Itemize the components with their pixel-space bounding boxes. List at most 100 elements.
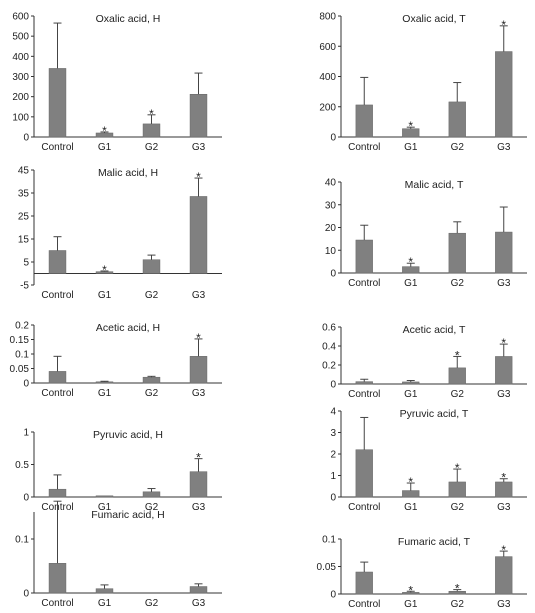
bar xyxy=(495,556,513,595)
bar xyxy=(48,371,67,384)
chart-title: Acetic acid, T xyxy=(403,324,466,336)
chart-panel: 0 10 20 30 40 Control * G1 G2 G3 Malic acid, T xyxy=(325,178,527,289)
chart-panel: 0 1 2 3 4 Control * G1 * G2 * G3 Pyruvic acid, T xyxy=(330,407,527,513)
x-tick-label: G1 xyxy=(404,502,418,513)
y-tick-label: 400 xyxy=(12,52,29,63)
x-tick-label: G1 xyxy=(98,290,112,301)
x-tick-label: G2 xyxy=(451,389,465,400)
y-tick-label: 600 xyxy=(319,42,336,53)
y-tick-label: 30 xyxy=(325,200,337,211)
x-tick-label: G3 xyxy=(497,278,511,289)
y-tick-label: 0 xyxy=(23,589,29,600)
bar xyxy=(142,376,161,384)
y-tick-label: 5 xyxy=(23,258,29,269)
x-tick-label: Control xyxy=(41,598,73,609)
y-tick-label: 500 xyxy=(12,32,29,43)
significance-marker: * xyxy=(196,331,201,345)
bar xyxy=(142,259,161,274)
x-tick-label: G1 xyxy=(98,598,112,609)
bar xyxy=(355,571,373,595)
bar xyxy=(48,250,67,274)
chart-title: Oxalic acid, T xyxy=(402,13,466,25)
x-tick-label: G3 xyxy=(497,502,511,513)
y-tick-label: 200 xyxy=(319,102,336,113)
y-tick-label: 0.05 xyxy=(10,364,30,375)
x-tick-label: G3 xyxy=(192,388,206,399)
bar xyxy=(189,196,208,274)
bar xyxy=(448,101,466,138)
x-tick-label: G1 xyxy=(98,502,112,513)
y-tick-label: 100 xyxy=(12,112,29,123)
x-tick-label: G3 xyxy=(192,142,206,153)
y-tick-label: 15 xyxy=(18,235,30,246)
x-tick-label: Control xyxy=(41,142,73,153)
significance-marker: * xyxy=(501,18,506,32)
y-tick-label: 200 xyxy=(12,92,29,103)
x-tick-label: G3 xyxy=(497,389,511,400)
x-tick-label: G1 xyxy=(404,278,418,289)
x-tick-label: Control xyxy=(348,502,380,513)
significance-marker: * xyxy=(408,255,413,269)
bar xyxy=(189,93,208,138)
significance-marker: * xyxy=(455,348,460,362)
bar xyxy=(48,563,67,594)
y-tick-label: 0.1 xyxy=(322,535,336,546)
x-tick-label: G3 xyxy=(497,142,511,153)
y-tick-label: 0.15 xyxy=(10,335,30,346)
x-tick-label: Control xyxy=(41,388,73,399)
chart-title: Oxalic acid, H xyxy=(96,13,161,25)
significance-marker: * xyxy=(149,107,154,121)
significance-marker: * xyxy=(501,471,506,485)
significance-marker: * xyxy=(196,170,201,184)
chart-title: Pyruvic acid, T xyxy=(400,408,469,420)
y-tick-label: 0.1 xyxy=(15,350,29,361)
bar xyxy=(95,381,114,384)
y-tick-label: 0.6 xyxy=(322,323,336,334)
y-tick-label: 35 xyxy=(18,189,30,200)
chart-panel: -5 5 15 25 35 45 Control * G1 G2 * G3 Malic acid, H xyxy=(18,166,222,301)
bar xyxy=(48,68,67,138)
y-tick-label: 800 xyxy=(319,12,336,23)
y-tick-label: 600 xyxy=(12,12,29,23)
y-tick-label: 2 xyxy=(330,450,336,461)
y-tick-label: 0.2 xyxy=(15,321,29,332)
y-tick-label: 4 xyxy=(330,407,336,418)
bar xyxy=(95,495,114,498)
chart-panel: 0 0.1 Control G1 G2 G3 Fumaric acid, H xyxy=(15,500,222,609)
y-tick-label: 0 xyxy=(330,590,336,601)
significance-marker: * xyxy=(408,475,413,489)
bar xyxy=(355,381,373,385)
y-tick-label: 300 xyxy=(12,72,29,83)
bar xyxy=(355,104,373,138)
x-tick-label: Control xyxy=(41,290,73,301)
significance-marker: * xyxy=(455,582,460,596)
y-tick-label: 0.5 xyxy=(15,460,29,471)
bar xyxy=(189,586,208,594)
chart-title: Fumaric acid, T xyxy=(398,536,471,548)
y-tick-label: 0.1 xyxy=(15,535,29,546)
x-tick-label: G2 xyxy=(145,290,159,301)
chart-title: Malic acid, T xyxy=(405,179,464,191)
x-tick-label: Control xyxy=(348,389,380,400)
chart-panel: 0 0.05 0.1 0.15 0.2 Control G1 G2 * G3 Acetic acid… xyxy=(10,321,222,399)
x-tick-label: G3 xyxy=(497,599,511,610)
chart-title: Fumaric acid, H xyxy=(91,509,165,521)
x-tick-label: G2 xyxy=(451,502,465,513)
x-tick-label: G2 xyxy=(451,278,465,289)
bar xyxy=(448,232,466,274)
x-tick-label: G1 xyxy=(404,142,418,153)
chart-panel: 0 100 200 300 400 500 600 Control * G1 * G2 G3 Oxalic… xyxy=(12,12,222,153)
bar xyxy=(142,123,161,138)
significance-marker: * xyxy=(196,451,201,465)
chart-title: Pyruvic acid, H xyxy=(93,429,163,441)
significance-marker: * xyxy=(102,124,107,138)
bar xyxy=(402,381,420,385)
y-tick-label: 45 xyxy=(18,166,30,177)
x-tick-label: G2 xyxy=(451,599,465,610)
bar xyxy=(448,367,466,385)
x-tick-label: G2 xyxy=(145,502,159,513)
significance-marker: * xyxy=(408,583,413,597)
x-tick-label: G1 xyxy=(98,388,112,399)
chart-panel: 0 0.2 0.4 0.6 Control G1 * G2 * G3 Acetic acid, T xyxy=(322,323,527,400)
